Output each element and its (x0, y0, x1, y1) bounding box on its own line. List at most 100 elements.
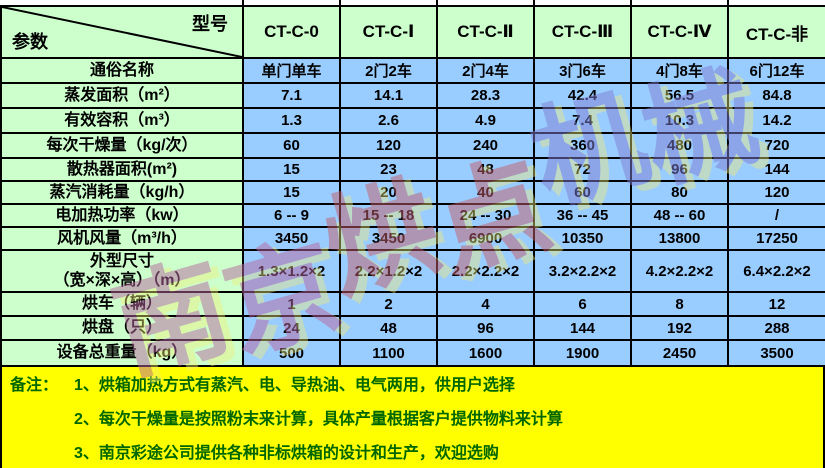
column-tick (630, 0, 632, 5)
row-label: 外型尺寸 （宽×深×高）（m） (0, 249, 244, 293)
value-cell: 56.5 (630, 82, 729, 109)
column-tick (727, 0, 729, 5)
value-cell: 4.2×2.2×2 (630, 249, 729, 293)
value-cell: 480 (630, 132, 729, 159)
value-cell: 2.2×2.2×2 (436, 249, 535, 293)
model-header: CT-C-Ⅳ (630, 5, 729, 59)
value-cell: 单门单车 (242, 57, 341, 84)
row-label: 通俗名称 (0, 57, 244, 84)
model-header: CT-C-Ⅱ (436, 5, 535, 59)
row-label: 烘车（辆） (0, 291, 244, 317)
value-cell: 48 (436, 157, 535, 182)
value-cell: 10350 (533, 226, 632, 251)
value-cell: 17250 (727, 226, 825, 251)
value-cell: 1.3 (242, 107, 341, 134)
value-cell: 240 (436, 132, 535, 159)
value-cell: 7.4 (533, 107, 632, 134)
table-row: 散热器面积(m²) 15 23 48 72 96 144 (0, 157, 825, 182)
value-cell: 3.2×2.2×2 (533, 249, 632, 293)
value-cell: 96 (436, 315, 535, 341)
top-strip (0, 0, 825, 5)
value-cell: 1100 (339, 339, 438, 367)
value-cell: 23 (339, 157, 438, 182)
value-cell: 3门6车 (533, 57, 632, 84)
table-row: 烘车（辆） 1 2 4 6 8 12 (0, 291, 825, 317)
value-cell: 144 (727, 157, 825, 182)
value-cell: 14.2 (727, 107, 825, 134)
value-cell: 120 (339, 132, 438, 159)
value-cell: 6900 (436, 226, 535, 251)
table-row: 风机风量（m³/h） 3450 3450 6900 10350 13800 17250 (0, 226, 825, 251)
value-cell: 1.3×1.2×2 (242, 249, 341, 293)
value-cell: 6门12车 (727, 57, 825, 84)
row-label: 蒸发面积（m²） (0, 82, 244, 109)
notes-section: 备注： 1、烘箱加热方式有蒸汽、电、导热油、电气两用，供用户选择 2、每次干燥量… (0, 367, 825, 468)
value-cell: 360 (533, 132, 632, 159)
row-label: 散热器面积(m²) (0, 157, 244, 182)
table-row: 电加热功率（kw） 6 -- 9 15 -- 18 24 -- 30 36 -- 45 4… (0, 203, 825, 228)
model-header: CT-C-0 (242, 5, 341, 59)
table-row: 外型尺寸 （宽×深×高）（m） 1.3×1.2×2 2.2×1.2×2 2.2×2.2… (0, 249, 825, 293)
table-row: 烘盘（只） 24 48 96 144 192 288 (0, 315, 825, 341)
value-cell: 7.1 (242, 82, 341, 109)
diagonal-divider-line (2, 7, 242, 57)
value-cell: 2门4车 (436, 57, 535, 84)
corner-label-model: 型号 (192, 14, 228, 34)
value-cell: 2.2×1.2×2 (339, 249, 438, 293)
table-row: 设备总重量（kg） 500 1100 1600 1900 2450 3500 (0, 339, 825, 367)
model-header: CT-C-Ⅰ (339, 5, 438, 59)
table-row: 蒸汽消耗量（kg/h） 15 20 40 60 80 120 (0, 180, 825, 205)
notes-label: 备注： (10, 377, 59, 394)
value-cell: 4门8车 (630, 57, 729, 84)
value-cell: 192 (630, 315, 729, 341)
value-cell: 144 (533, 315, 632, 341)
note-item: 3、南京彩途公司提供各种非标烘箱的设计和生产，欢迎选购 (74, 445, 499, 462)
value-cell: 72 (533, 157, 632, 182)
value-cell: 15 (242, 157, 341, 182)
row-label: 风机风量（m³/h） (0, 226, 244, 251)
value-cell: 60 (242, 132, 341, 159)
value-cell: 84.8 (727, 82, 825, 109)
value-cell: 12 (727, 291, 825, 317)
note-item: 1、烘箱加热方式有蒸汽、电、导热油、电气两用，供用户选择 (74, 377, 515, 394)
value-cell: 60 (533, 180, 632, 205)
value-cell: 2门2车 (339, 57, 438, 84)
table-row: 有效容积（m³） 1.3 2.6 4.9 7.4 10.3 14.2 (0, 107, 825, 134)
value-cell: 4 (436, 291, 535, 317)
value-cell: 2 (339, 291, 438, 317)
value-cell: 24 -- 30 (436, 203, 535, 228)
value-cell: 3450 (339, 226, 438, 251)
value-cell: 36 -- 45 (533, 203, 632, 228)
row-label: 设备总重量（kg） (0, 339, 244, 367)
value-cell: 15 -- 18 (339, 203, 438, 228)
value-cell: 1600 (436, 339, 535, 367)
table-row: 通俗名称 单门单车 2门2车 2门4车 3门6车 4门8车 6门12车 (0, 57, 825, 84)
value-cell: 15 (242, 180, 341, 205)
corner-cell: 型号 参数 (0, 5, 244, 59)
value-cell: 120 (727, 180, 825, 205)
model-header: CT-C-非 (727, 5, 825, 59)
note-item: 2、每次干燥量是按照粉末来计算，具体产量根据客户提供物料来计算 (74, 411, 563, 428)
value-cell: 3450 (242, 226, 341, 251)
value-cell: 4.9 (436, 107, 535, 134)
value-cell: 80 (630, 180, 729, 205)
corner-label-param: 参数 (12, 32, 48, 52)
value-cell: 2450 (630, 339, 729, 367)
column-tick (242, 0, 244, 5)
table-row: 每次干燥量（kg/次） 60 120 240 360 480 720 (0, 132, 825, 159)
column-tick (339, 0, 341, 5)
value-cell: 42.4 (533, 82, 632, 109)
value-cell: 1900 (533, 339, 632, 367)
value-cell: 48 -- 60 (630, 203, 729, 228)
row-label: 电加热功率（kw） (0, 203, 244, 228)
value-cell: 24 (242, 315, 341, 341)
model-header-row: 型号 参数 CT-C-0 CT-C-Ⅰ CT-C-Ⅱ CT-C-Ⅲ CT-C-Ⅳ… (0, 5, 825, 59)
value-cell: 1 (242, 291, 341, 317)
value-cell: 500 (242, 339, 341, 367)
value-cell: 3500 (727, 339, 825, 367)
value-cell: 8 (630, 291, 729, 317)
row-label: 蒸汽消耗量（kg/h） (0, 180, 244, 205)
value-cell: 96 (630, 157, 729, 182)
value-cell: 720 (727, 132, 825, 159)
value-cell: 10.3 (630, 107, 729, 134)
